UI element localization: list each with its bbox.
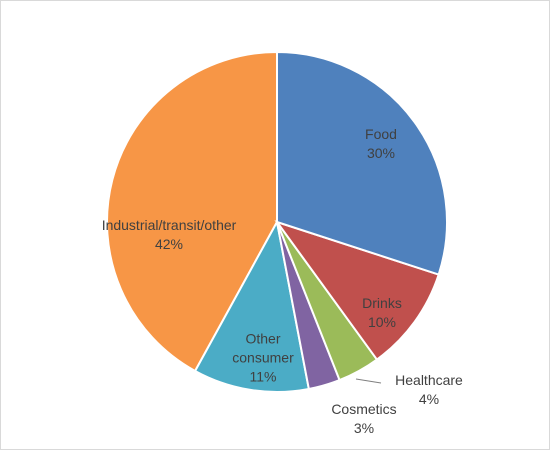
slice-label: Industrial/transit/other 42% xyxy=(99,216,239,254)
pie-slice xyxy=(106,50,278,373)
pie-slice xyxy=(276,50,448,276)
pie-slice xyxy=(193,219,311,393)
slice-label: Food 30% xyxy=(341,125,421,163)
value-label: 10% xyxy=(367,314,397,330)
category-label: Cosmetics xyxy=(331,401,397,417)
value-label: 30% xyxy=(366,145,396,161)
pie-slice xyxy=(274,220,440,361)
category-label: Industrial/transit/other xyxy=(101,217,237,233)
slice-label: Drinks 10% xyxy=(342,294,422,332)
category-label: Drinks xyxy=(362,295,402,311)
slice-label: Healthcare 4% xyxy=(384,371,474,409)
leader-line xyxy=(355,378,382,384)
value-label: 11% xyxy=(249,368,277,385)
value-label: 42% xyxy=(154,236,184,252)
slice-label: Cosmetics 3% xyxy=(319,400,409,438)
category-label: Other consumer xyxy=(232,330,294,366)
category-label: Food xyxy=(365,126,397,142)
value-label: 4% xyxy=(418,391,440,407)
slice-label: Other consumer 11% xyxy=(223,330,303,387)
value-label: 3% xyxy=(353,420,375,436)
category-label: Healthcare xyxy=(395,372,463,388)
